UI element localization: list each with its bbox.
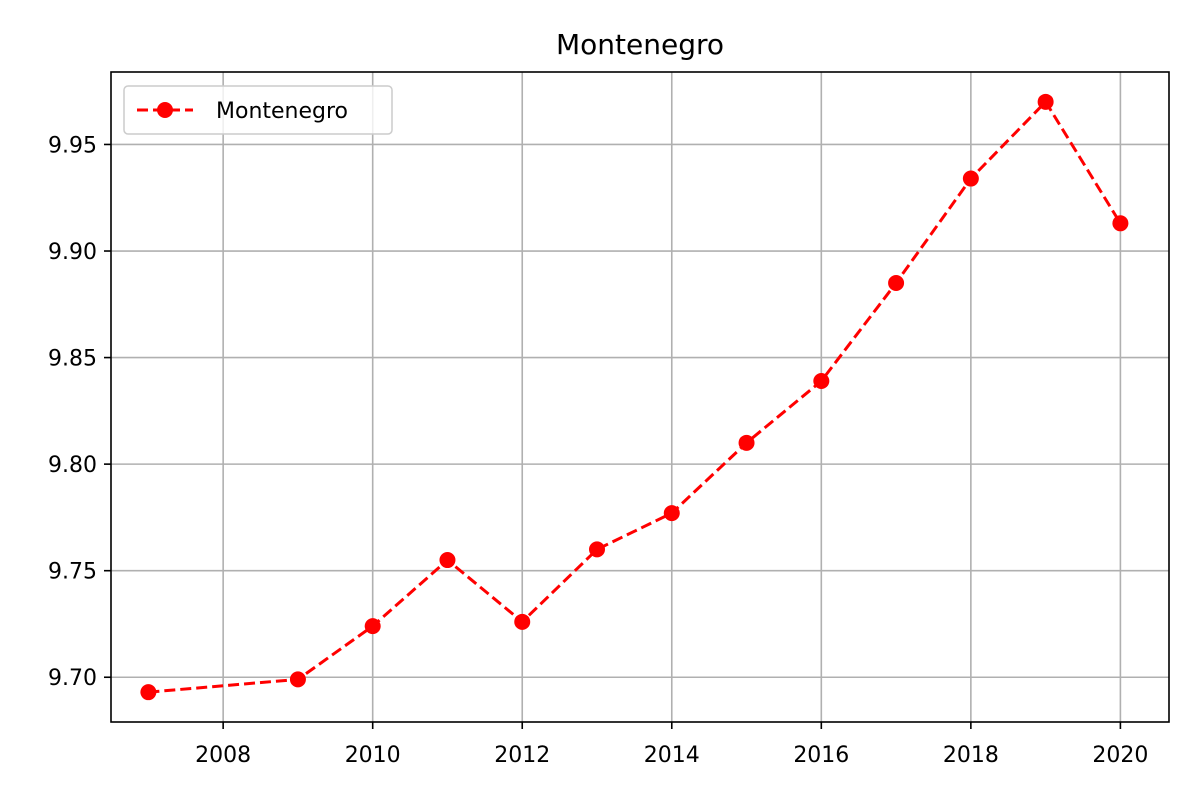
legend-label: Montenegro bbox=[216, 99, 348, 124]
data-point-marker bbox=[439, 552, 456, 569]
data-point-marker bbox=[514, 613, 531, 630]
data-point-marker bbox=[738, 434, 755, 451]
data-point-marker bbox=[813, 373, 830, 390]
y-tick-label: 9.80 bbox=[48, 453, 97, 478]
data-point-marker bbox=[962, 170, 979, 187]
y-tick-label: 9.90 bbox=[48, 240, 97, 265]
x-tick-label: 2018 bbox=[943, 743, 999, 768]
y-tick-label: 9.70 bbox=[48, 666, 97, 691]
data-point-marker bbox=[140, 684, 157, 701]
legend-marker bbox=[157, 102, 173, 118]
data-point-marker bbox=[888, 274, 905, 291]
y-tick-label: 9.95 bbox=[48, 133, 97, 158]
data-point-marker bbox=[663, 505, 680, 522]
axes: 2008 2010 2012 2014 2016 2018 2020 9.70 9.75 9.80… bbox=[48, 133, 1148, 768]
x-tick-label: 2016 bbox=[793, 743, 849, 768]
data-point-marker bbox=[1112, 215, 1129, 232]
data-point-marker bbox=[364, 618, 381, 635]
x-tick-label: 2012 bbox=[494, 743, 550, 768]
data-point-marker bbox=[1037, 93, 1054, 110]
x-tick-label: 2020 bbox=[1092, 743, 1148, 768]
x-tick-label: 2008 bbox=[195, 743, 251, 768]
data-point-marker bbox=[589, 541, 606, 558]
y-tick-label: 9.75 bbox=[48, 560, 97, 585]
data-point-marker bbox=[289, 671, 306, 688]
x-tick-label: 2014 bbox=[644, 743, 700, 768]
y-tick-label: 9.85 bbox=[48, 347, 97, 372]
legend: Montenegro bbox=[123, 85, 393, 135]
plot-frame bbox=[110, 71, 1170, 723]
chart-title: Montenegro bbox=[556, 28, 724, 61]
legend-box bbox=[123, 85, 393, 135]
x-tick-label: 2010 bbox=[345, 743, 401, 768]
data-series bbox=[140, 93, 1129, 701]
grid-lines bbox=[111, 72, 1169, 722]
